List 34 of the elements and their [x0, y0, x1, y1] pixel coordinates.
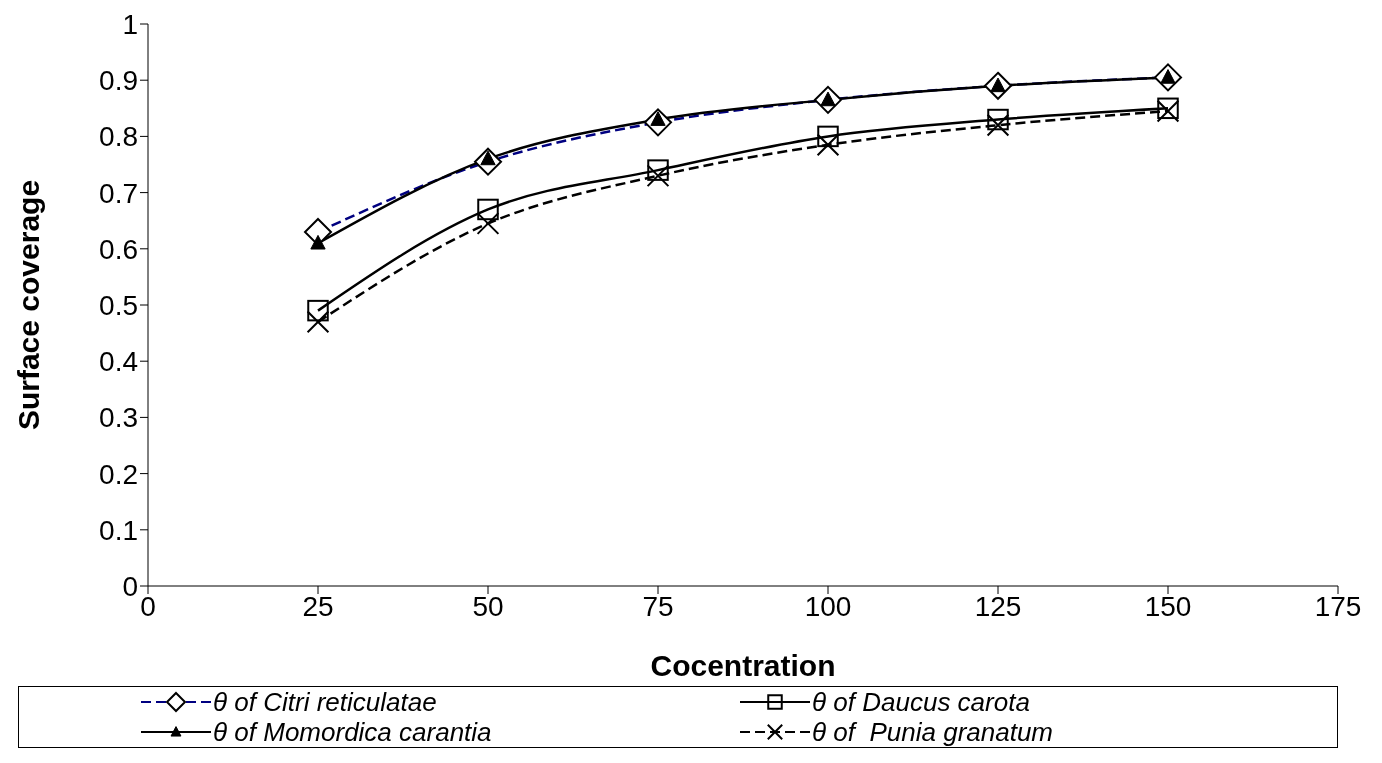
legend-label: θ of Momordica carantia — [213, 717, 492, 747]
y-tick-label: 0.5 — [99, 289, 138, 321]
y-tick-label: 0.8 — [99, 121, 138, 153]
y-tick-label: 0.1 — [99, 514, 138, 546]
y-tick-label: 0.9 — [99, 65, 138, 97]
x-tick-label: 25 — [302, 590, 334, 622]
x-tick-label: 150 — [1144, 590, 1192, 622]
y-tick-label: 0 — [122, 570, 138, 602]
y-tick-label: 0.3 — [99, 402, 138, 434]
point — [306, 310, 330, 334]
x-axis-title: Cocentration — [650, 649, 836, 682]
x-tick-label: 125 — [974, 590, 1022, 622]
point — [647, 159, 669, 181]
x-tick-label: 50 — [472, 590, 504, 622]
y-axis-title: Surface coverage — [11, 179, 45, 431]
point — [307, 299, 329, 322]
x-tick-label: 175 — [1314, 590, 1362, 622]
point — [986, 113, 1010, 137]
legend-label: θ of Citri reticulatae — [213, 687, 437, 717]
point — [477, 198, 499, 221]
y-tick-label: 1 — [122, 8, 138, 40]
point — [476, 212, 500, 235]
legend-label: θ of Punia granatum — [812, 717, 1054, 747]
legend-label: θ of Daucus carota — [812, 687, 1030, 717]
point — [816, 133, 840, 157]
y-tick-label: 0.2 — [99, 458, 138, 490]
point — [987, 108, 1009, 131]
point — [817, 125, 839, 148]
point — [646, 164, 670, 188]
y-tick-label: 0.7 — [99, 177, 138, 209]
y-tick-label: 0.4 — [99, 346, 138, 378]
y-tick-label: 0.6 — [99, 233, 138, 265]
x-tick-label: 100 — [804, 590, 852, 622]
x-tick-label: 75 — [642, 590, 674, 622]
